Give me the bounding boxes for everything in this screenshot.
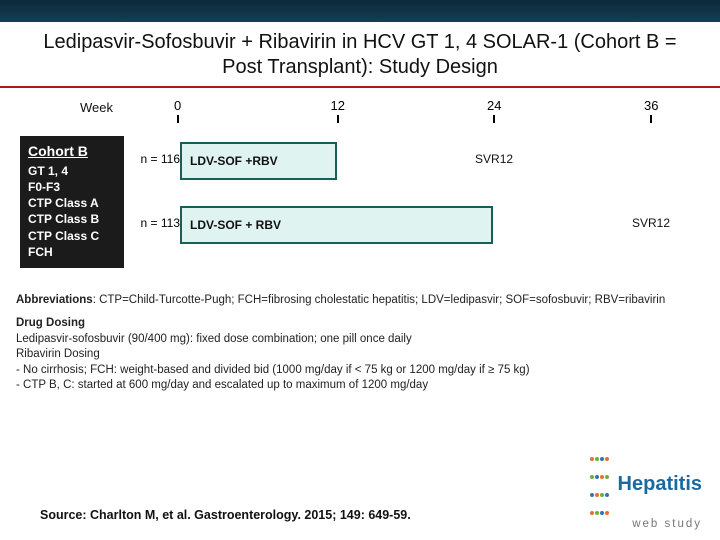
timeline-tick: 36 (644, 98, 658, 123)
week-label: Week (80, 100, 113, 115)
logo-title: Hepatitis (618, 473, 702, 496)
svr-label: SVR12 (475, 152, 513, 166)
cohort-line: CTP Class B (28, 211, 116, 227)
dosing-line: - No cirrhosis; FCH: weight-based and di… (16, 363, 704, 379)
abbreviations: Abbreviations: CTP=Child-Turcotte-Pugh; … (16, 294, 704, 306)
header-bar (0, 0, 720, 22)
dosing-line: Ledipasvir-sofosbuvir (90/400 mg): fixed… (16, 332, 704, 348)
cohort-line: F0-F3 (28, 179, 116, 195)
cohort-line: CTP Class C (28, 228, 116, 244)
dosing-title: Drug Dosing (16, 316, 704, 332)
cohort-title: Cohort B (28, 142, 116, 161)
logo: Hepatitis web study (589, 448, 702, 530)
study-arm: n = 116LDV-SOF +RBV SVR12 (126, 140, 650, 182)
cohort-line: CTP Class A (28, 195, 116, 211)
source-citation: Source: Charlton M, et al. Gastroenterol… (40, 508, 411, 522)
treatment-bar: LDV-SOF +RBV (180, 142, 337, 180)
abbrev-lead: Abbreviations (16, 294, 93, 306)
timeline-tick: 24 (487, 98, 501, 123)
treatment-bar: LDV-SOF + RBV (180, 206, 493, 244)
drug-dosing: Drug Dosing Ledipasvir-sofosbuvir (90/40… (16, 316, 704, 394)
arm-n: n = 116 (126, 152, 180, 166)
slide-title: Ledipasvir-Sofosbuvir + Ribavirin in HCV… (0, 22, 720, 86)
study-chart: Cohort B GT 1, 4F0-F3CTP Class ACTP Clas… (20, 130, 650, 280)
logo-dots-icon (589, 448, 609, 520)
divider (0, 86, 720, 88)
cohort-line: FCH (28, 244, 116, 260)
timeline-tick: 0 (174, 98, 181, 123)
arm-n: n = 113 (126, 216, 180, 230)
dosing-line: - CTP B, C: started at 600 mg/day and es… (16, 378, 704, 394)
dosing-line: Ribavirin Dosing (16, 347, 704, 363)
timeline-tick: 12 (331, 98, 345, 123)
study-arm: n = 113LDV-SOF + RBVSVR12 (126, 204, 650, 246)
cohort-box: Cohort B GT 1, 4F0-F3CTP Class ACTP Clas… (20, 136, 124, 268)
timeline: Week 0122436 (180, 98, 650, 124)
cohort-line: GT 1, 4 (28, 163, 116, 179)
svr-label: SVR12 (632, 216, 670, 230)
abbrev-text: : CTP=Child-Turcotte-Pugh; FCH=fibrosing… (93, 294, 666, 306)
